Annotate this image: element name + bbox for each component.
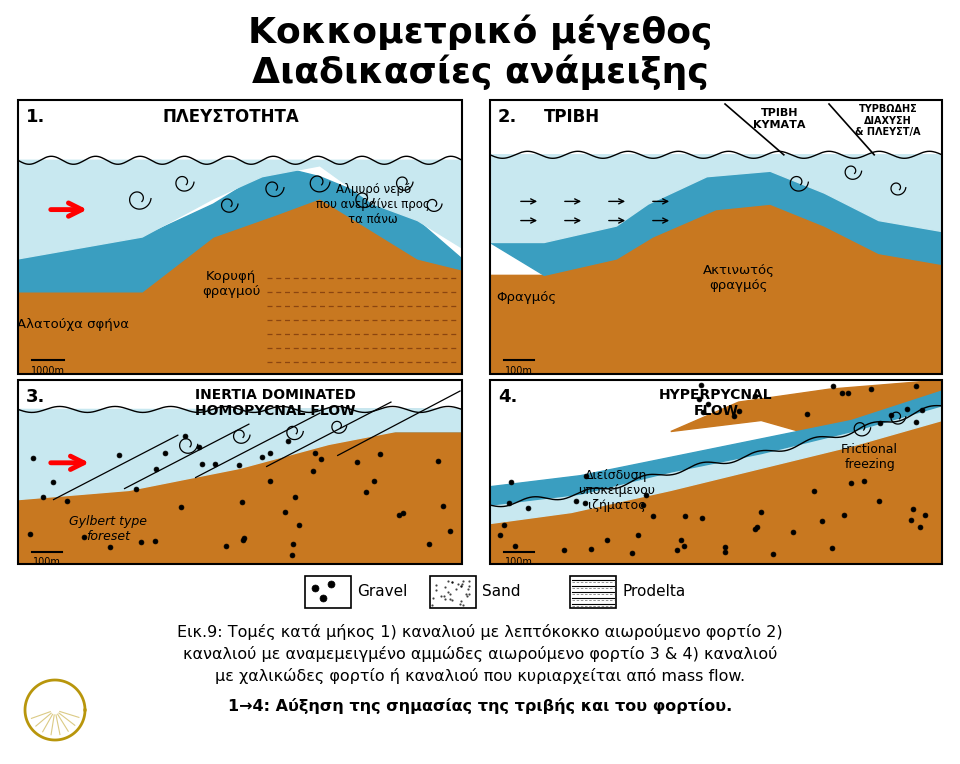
Text: Εικ.9: Τομές κατά μήκος 1) καναλιού με λεπτόκοκκο αιωρούμενο φορτίο 2): Εικ.9: Τομές κατά μήκος 1) καναλιού με λ…	[178, 624, 782, 640]
Text: Gravel: Gravel	[357, 584, 407, 600]
Polygon shape	[671, 380, 942, 446]
Text: Sand: Sand	[482, 584, 520, 600]
Polygon shape	[490, 155, 942, 242]
Text: 1→4: Αύξηση της σημασίας της τριβής και του φορτίου.: 1→4: Αύξηση της σημασίας της τριβής και …	[228, 698, 732, 714]
Polygon shape	[18, 432, 462, 564]
Polygon shape	[18, 199, 462, 374]
Text: Ακτινωτός
φραγμός: Ακτινωτός φραγμός	[703, 264, 775, 292]
Text: ΠΛΕΥΣΤΟΤΗΤΑ: ΠΛΕΥΣΤΟΤΗΤΑ	[163, 108, 300, 126]
Text: Διείσδυση
υποκείμενου
ιζήματος: Διείσδυση υποκείμενου ιζήματος	[578, 469, 655, 512]
Text: Κορυφή
φραγμού: Κορυφή φραγμού	[202, 270, 260, 298]
Text: INERTIA DOMINATED: INERTIA DOMINATED	[195, 388, 356, 402]
Text: Frictional
freezing: Frictional freezing	[841, 443, 899, 471]
Text: 1.: 1.	[26, 108, 45, 126]
Bar	[490, 380, 942, 564]
Text: Διαδικασίες ανάμειξης: Διαδικασίες ανάμειξης	[252, 54, 708, 89]
Bar	[18, 380, 462, 564]
Text: 1000m: 1000m	[31, 366, 65, 376]
Polygon shape	[490, 171, 942, 275]
Polygon shape	[18, 166, 462, 292]
Text: καναλιού με αναμεμειγμένο αμμώδες αιωρούμενο φορτίο 3 & 4) καναλιού: καναλιού με αναμεμειγμένο αμμώδες αιωρού…	[182, 646, 778, 662]
Bar	[570, 576, 616, 608]
Text: HOMOPYCNAL FLOW: HOMOPYCNAL FLOW	[195, 404, 356, 418]
Text: 4.: 4.	[498, 388, 517, 406]
Text: FLOW: FLOW	[693, 404, 738, 418]
Text: Κοκκομετρικό μέγεθος: Κοκκομετρικό μέγεθος	[248, 15, 712, 50]
Bar	[430, 576, 476, 608]
Polygon shape	[490, 406, 942, 523]
Text: HYPERPYCNAL: HYPERPYCNAL	[660, 388, 773, 402]
Text: 3.: 3.	[26, 388, 45, 406]
Text: 100m: 100m	[505, 557, 533, 567]
Text: 100m: 100m	[505, 366, 533, 376]
Polygon shape	[490, 391, 942, 505]
Text: Αλμυρό νερό
που ανεβαίνει προς
τα πάνω: Αλμυρό νερό που ανεβαίνει προς τα πάνω	[317, 183, 430, 225]
Text: με χαλικώδες φορτίο ή καναλιού που κυριαρχείται από mass flow.: με χαλικώδες φορτίο ή καναλιού που κυρια…	[215, 668, 745, 684]
Bar	[18, 100, 462, 374]
Bar	[305, 576, 351, 608]
Text: 2.: 2.	[498, 108, 517, 126]
Polygon shape	[490, 420, 942, 564]
Bar	[490, 100, 942, 374]
Polygon shape	[18, 410, 462, 500]
Text: 100m: 100m	[33, 557, 60, 567]
Text: Gylbert type
foreset: Gylbert type foreset	[69, 515, 147, 543]
Text: ΤΡΙΒΗ: ΤΡΙΒΗ	[544, 108, 600, 126]
Polygon shape	[284, 410, 462, 454]
Text: ΤΥΡΒΩΔΗΣ
ΔΙΑΧΥΣΗ
& ΠΛΕΥΣΤ/Α: ΤΥΡΒΩΔΗΣ ΔΙΑΧΥΣΗ & ΠΛΕΥΣΤ/Α	[855, 104, 921, 138]
Polygon shape	[18, 160, 462, 259]
Text: ΤΡΙΒΗ
ΚΥΜΑΤΑ: ΤΡΙΒΗ ΚΥΜΑΤΑ	[753, 108, 805, 130]
Text: Αλατούχα σφήνα: Αλατούχα σφήνα	[17, 318, 129, 331]
Text: Φραγμός: Φραγμός	[496, 291, 556, 304]
Polygon shape	[490, 204, 942, 374]
Text: Prodelta: Prodelta	[622, 584, 685, 600]
